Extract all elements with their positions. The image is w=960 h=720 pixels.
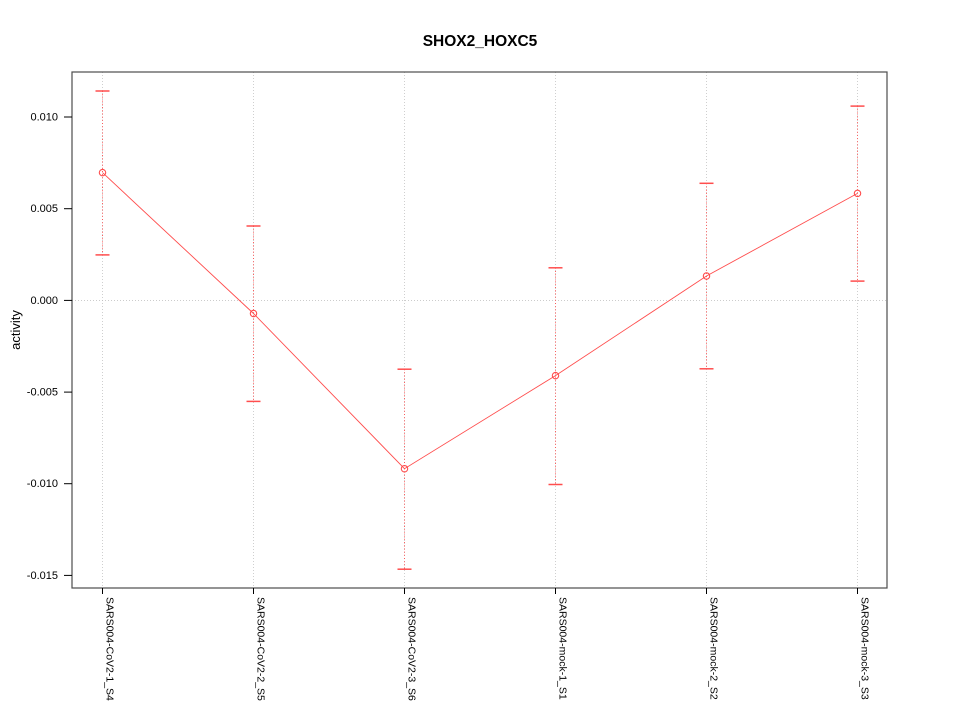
svg-text:0.000: 0.000 (30, 295, 58, 307)
svg-text:-0.005: -0.005 (27, 387, 58, 399)
svg-text:-0.015: -0.015 (27, 570, 58, 582)
svg-text:SARS004-mock-3_S3: SARS004-mock-3_S3 (858, 597, 870, 700)
svg-text:0.005: 0.005 (30, 203, 58, 215)
svg-text:-0.010: -0.010 (27, 478, 58, 490)
svg-text:SARS004-CoV2-2_S5: SARS004-CoV2-2_S5 (254, 597, 266, 701)
svg-text:SARS004-CoV2-3_S6: SARS004-CoV2-3_S6 (405, 597, 417, 701)
svg-text:0.010: 0.010 (30, 112, 58, 124)
svg-text:SARS004-CoV2-1_S4: SARS004-CoV2-1_S4 (103, 597, 115, 701)
svg-text:SARS004-mock-1_S1: SARS004-mock-1_S1 (556, 597, 568, 700)
svg-text:SHOX2_HOXC5: SHOX2_HOXC5 (423, 33, 538, 50)
svg-text:activity: activity (8, 310, 23, 350)
svg-text:SARS004-mock-2_S2: SARS004-mock-2_S2 (707, 597, 719, 700)
